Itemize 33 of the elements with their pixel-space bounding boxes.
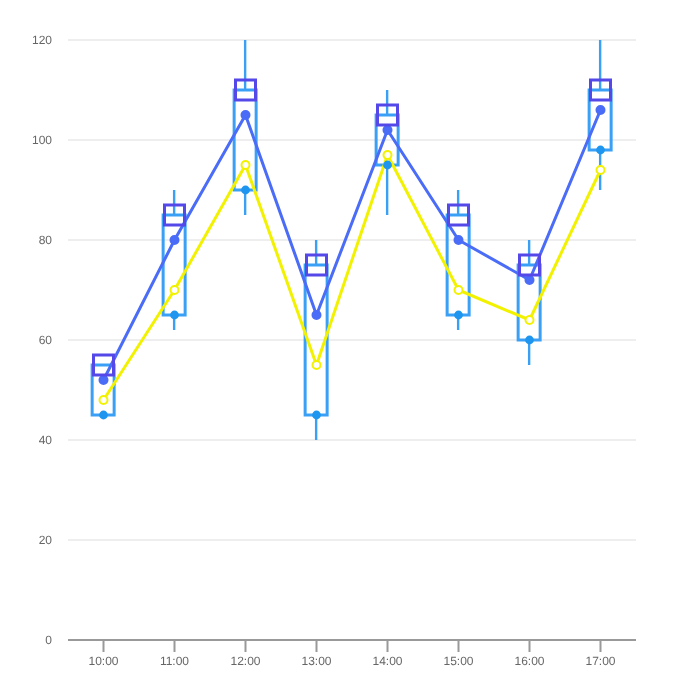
- point: [163, 203, 186, 227]
- point: [170, 310, 179, 320]
- point: [589, 78, 612, 102]
- point: [169, 235, 180, 245]
- point: [311, 310, 322, 320]
- candlestick: [232, 40, 258, 217]
- point: [595, 105, 606, 115]
- point: [234, 78, 257, 102]
- point: [305, 253, 328, 277]
- point: [241, 185, 250, 195]
- point: [376, 103, 399, 127]
- candlestick: [516, 238, 542, 367]
- point: [240, 160, 251, 170]
- point: [169, 285, 180, 295]
- point: [311, 360, 322, 370]
- point: [453, 235, 464, 245]
- point: [596, 145, 605, 155]
- point: [525, 335, 534, 345]
- point: [524, 315, 535, 325]
- point: [98, 395, 109, 405]
- point: [453, 285, 464, 295]
- point: [518, 253, 541, 277]
- candlestick: [303, 238, 329, 442]
- point: [447, 203, 470, 227]
- point: [383, 160, 392, 170]
- point: [92, 353, 115, 377]
- point: [454, 310, 463, 320]
- point: [595, 165, 606, 175]
- point: [240, 110, 251, 120]
- point: [312, 410, 321, 420]
- point: [382, 150, 393, 160]
- candlestick: [374, 88, 400, 217]
- candlestick: [587, 40, 613, 192]
